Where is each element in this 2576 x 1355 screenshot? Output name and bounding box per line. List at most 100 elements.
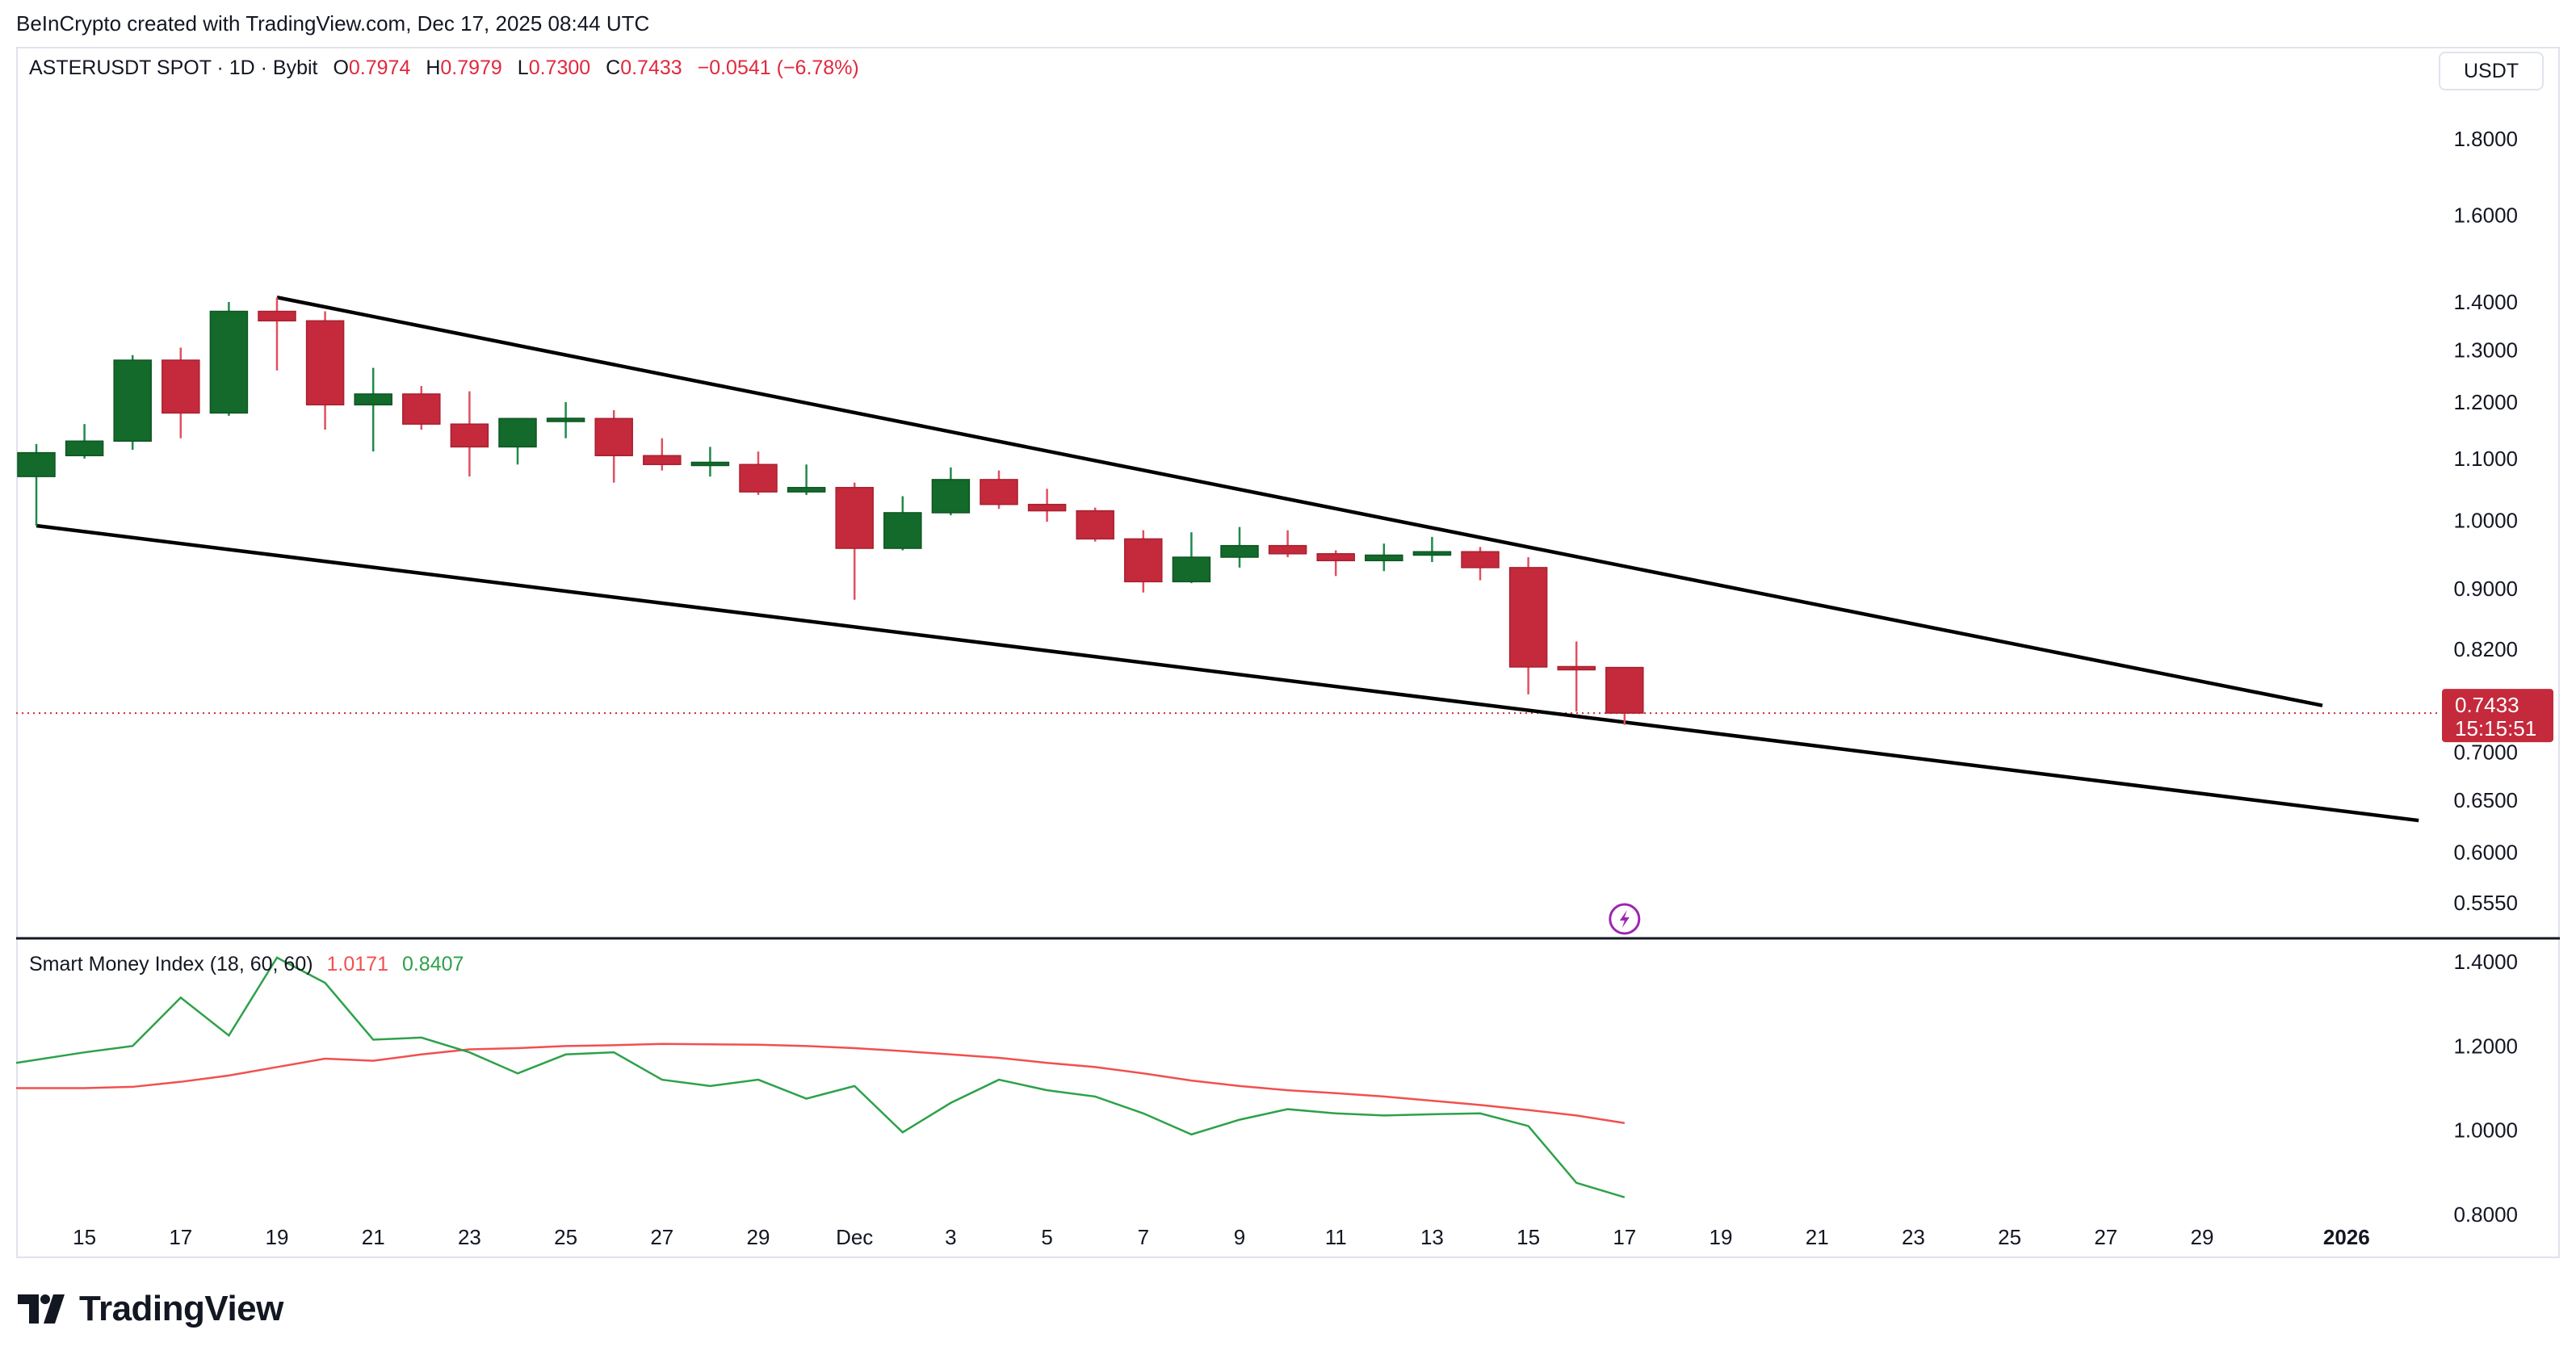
indicator-tick-label: 1.4000 xyxy=(2453,950,2518,974)
candle-body-up xyxy=(65,440,104,456)
price-tick-label: 1.0000 xyxy=(2453,509,2518,533)
time-axis: 15 17 19 21 23 25 27 29 Dec 3 5 7 9 11 13 15 17 19 21 23 25 2… xyxy=(73,1225,2370,1249)
time-tick-label: 21 xyxy=(362,1225,385,1249)
time-tick-label: 29 xyxy=(747,1225,770,1249)
candle-body-down xyxy=(835,487,874,549)
time-tick-label: 13 xyxy=(1420,1225,1444,1249)
price-axis: 1.8000 1.6000 1.4000 1.3000 1.2000 1.1000 1.00… xyxy=(2442,127,2553,915)
chart-markers xyxy=(1609,903,1641,935)
time-tick-label: 5 xyxy=(1041,1225,1052,1249)
time-tick-label: 23 xyxy=(458,1225,481,1249)
candle xyxy=(546,401,585,438)
candle xyxy=(1076,507,1114,542)
candle-body-up xyxy=(1365,554,1403,562)
candle xyxy=(1172,532,1211,584)
smi-line-smi xyxy=(15,956,1626,1198)
low-value: 0.7300 xyxy=(528,57,591,79)
candle-body-up xyxy=(113,359,152,443)
open-value: 0.7974 xyxy=(348,57,411,79)
indicator-title[interactable]: Smart Money Index (18, 60, 60) xyxy=(29,953,313,975)
candle-body-down xyxy=(643,455,682,465)
candle xyxy=(402,386,441,430)
symbol-title[interactable]: ASTERUSDT SPOT · 1D · Bybit xyxy=(29,57,318,79)
indicator-axis: 1.4000 1.2000 1.0000 0.8000 xyxy=(2453,950,2518,1227)
low-label: L xyxy=(517,57,529,79)
price-tick-label: 1.2000 xyxy=(2453,390,2518,414)
candle xyxy=(787,464,826,495)
close-label: C xyxy=(606,57,621,79)
candle-body-up xyxy=(354,393,392,406)
candle xyxy=(980,470,1018,510)
time-tick-label: 29 xyxy=(2191,1225,2214,1249)
candle xyxy=(1124,530,1163,593)
price-tick-label: 0.5550 xyxy=(2453,891,2518,915)
candle xyxy=(1268,530,1307,558)
time-tick-label: 27 xyxy=(2094,1225,2117,1249)
time-tick-label: 9 xyxy=(1234,1225,1245,1249)
candle xyxy=(1605,666,1644,725)
trendline-upper xyxy=(276,296,2323,707)
time-tick-label: 27 xyxy=(650,1225,673,1249)
price-tick-label: 0.6000 xyxy=(2453,840,2518,864)
price-tick-label: 1.6000 xyxy=(2453,203,2518,228)
time-tick-label: 3 xyxy=(945,1225,956,1249)
candle xyxy=(162,347,200,438)
current-price-tag-bg xyxy=(2442,689,2553,743)
candle-body-up xyxy=(690,461,730,467)
high-value: 0.7979 xyxy=(440,57,502,79)
candle xyxy=(594,410,633,483)
candles xyxy=(17,297,1644,725)
candle-body-down xyxy=(1461,551,1500,568)
candle xyxy=(305,311,345,430)
candle-body-down xyxy=(1605,666,1644,714)
candle-body-down xyxy=(402,393,441,425)
candle xyxy=(354,367,392,452)
candle xyxy=(739,451,778,495)
candle xyxy=(1316,550,1355,577)
candle-body-down xyxy=(1124,538,1163,583)
current-price-value: 0.7433 xyxy=(2455,693,2519,717)
candle-body-up xyxy=(17,451,56,477)
candle-body-down xyxy=(1557,665,1596,671)
candle-body-up xyxy=(546,417,585,422)
price-tick-label: 1.1000 xyxy=(2453,447,2518,471)
candle-body-down xyxy=(1268,544,1307,555)
candle xyxy=(1412,536,1452,562)
indicator-tick-label: 0.8000 xyxy=(2453,1202,2518,1227)
candle-body-down xyxy=(739,464,778,493)
candle-body-down xyxy=(1076,510,1114,540)
chart-credit: BeInCrypto created with TradingView.com,… xyxy=(16,11,650,36)
candle-body-down xyxy=(162,359,200,414)
indicator-tick-label: 1.2000 xyxy=(2453,1034,2518,1058)
tradingview-logo[interactable]: TradingView xyxy=(18,1289,283,1329)
price-tick-label: 1.8000 xyxy=(2453,127,2518,151)
time-tick-label: 25 xyxy=(1998,1225,2021,1249)
price-tick-label: 1.4000 xyxy=(2453,290,2518,314)
candle xyxy=(209,301,249,416)
candle xyxy=(498,417,537,465)
candle xyxy=(1557,641,1596,712)
time-tick-label: 25 xyxy=(554,1225,577,1249)
time-tick-label: 7 xyxy=(1138,1225,1149,1249)
candle-body-up xyxy=(209,310,249,414)
currency-button[interactable]: USDT xyxy=(2439,52,2544,90)
candle xyxy=(113,354,152,451)
tradingview-logo-text: TradingView xyxy=(79,1289,283,1328)
time-tick-label: 17 xyxy=(169,1225,192,1249)
tradingview-logo-icon xyxy=(18,1294,65,1324)
indicator-legend: Smart Money Index (18, 60, 60) 1.0171 0.… xyxy=(29,953,464,976)
close-value: 0.7433 xyxy=(620,57,682,79)
candle-body-down xyxy=(1316,553,1355,562)
time-tick-label: 19 xyxy=(266,1225,289,1249)
time-tick-label: 15 xyxy=(73,1225,96,1249)
candle xyxy=(883,496,922,551)
time-tick-label: 15 xyxy=(1517,1225,1540,1249)
time-tick-label: 11 xyxy=(1325,1225,1347,1249)
candle-body-up xyxy=(883,512,922,549)
time-tick-label: 19 xyxy=(1710,1225,1733,1249)
candle xyxy=(65,424,104,459)
time-tick-label: 21 xyxy=(1806,1225,1829,1249)
lightning-icon-bolt xyxy=(1619,910,1630,928)
indicator-value-red: 1.0171 xyxy=(326,953,388,975)
